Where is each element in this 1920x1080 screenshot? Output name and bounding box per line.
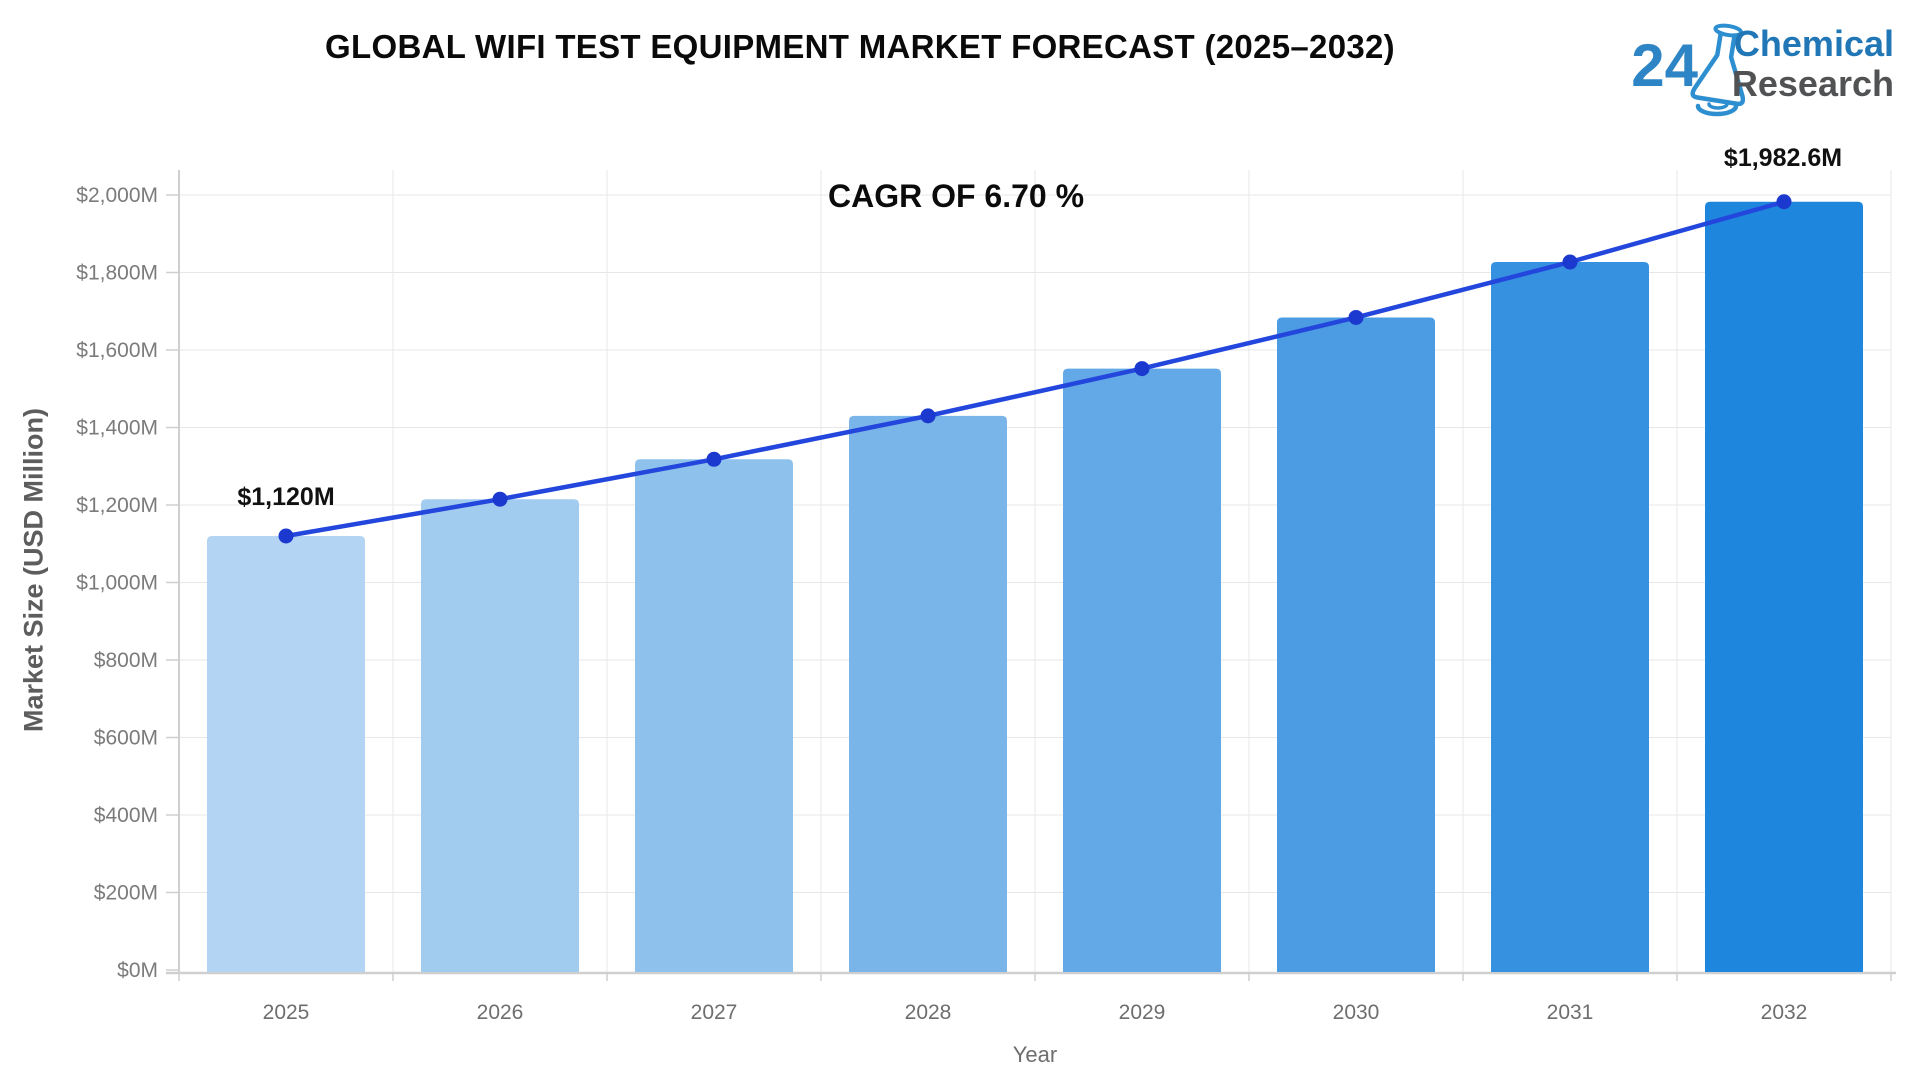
x-axis-label-2031: 2031 (1547, 1001, 1594, 1024)
x-axis-label-2028: 2028 (905, 1001, 952, 1024)
logo-name-bottom: Research (1731, 63, 1894, 104)
page-title: GLOBAL WIFI TEST EQUIPMENT MARKET FORECA… (325, 28, 1395, 65)
cagr-annotation: CAGR OF 6.70 % (827, 178, 1085, 214)
y-tick-label: $600M (94, 727, 158, 750)
data-point-2029 (1134, 361, 1150, 377)
x-axis-label-2029: 2029 (1119, 1001, 1166, 1024)
x-axis-label-2025: 2025 (263, 1001, 310, 1024)
logo-name-top: Chemical (1733, 23, 1894, 64)
y-tick-label: $1,000M (76, 572, 158, 595)
y-tick-label: $400M (94, 804, 158, 827)
y-tick-label: $1,600M (76, 339, 158, 362)
bar-2032 (1705, 201, 1863, 972)
first-value-annotation: $1,120M (237, 483, 335, 511)
y-tick-label: $1,800M (76, 262, 158, 285)
bar-2031 (1491, 262, 1649, 973)
y-tick-label: $0M (117, 959, 158, 982)
data-point-2026 (492, 491, 508, 507)
x-axis-label-2026: 2026 (477, 1001, 524, 1024)
flask-icon (1690, 23, 1746, 117)
bar-2025 (207, 536, 365, 972)
y-tick-label: $200M (94, 882, 158, 905)
last-value-annotation: $1,982.6M (1723, 144, 1843, 172)
x-axis-label-2032: 2032 (1761, 1001, 1808, 1024)
data-point-2031 (1562, 254, 1578, 270)
data-point-2030 (1348, 309, 1364, 325)
y-axis-title: Market Size (USD Million) (18, 407, 49, 733)
logo-number: 24 (1631, 32, 1698, 99)
bar-2026 (421, 499, 579, 972)
bar-2030 (1277, 317, 1435, 972)
data-point-2028 (920, 408, 936, 424)
data-point-2032 (1776, 194, 1792, 210)
x-axis-title: Year (1012, 1042, 1058, 1067)
bar-2027 (635, 459, 793, 972)
y-tick-label: $2,000M (76, 184, 158, 207)
x-axis-label-2030: 2030 (1333, 1001, 1380, 1024)
bar-2028 (849, 415, 1007, 972)
bar-2029 (1063, 368, 1221, 973)
data-point-2025 (278, 528, 294, 544)
trend-line (283, 199, 1787, 539)
y-tick-label: $1,200M (76, 494, 158, 517)
y-tick-label: $800M (94, 649, 158, 672)
x-axis-label-2027: 2027 (691, 1001, 738, 1024)
data-point-2027 (706, 451, 722, 467)
y-tick-label: $1,400M (76, 417, 158, 440)
company-logo: 24 Chemical Research (1614, 23, 1894, 124)
